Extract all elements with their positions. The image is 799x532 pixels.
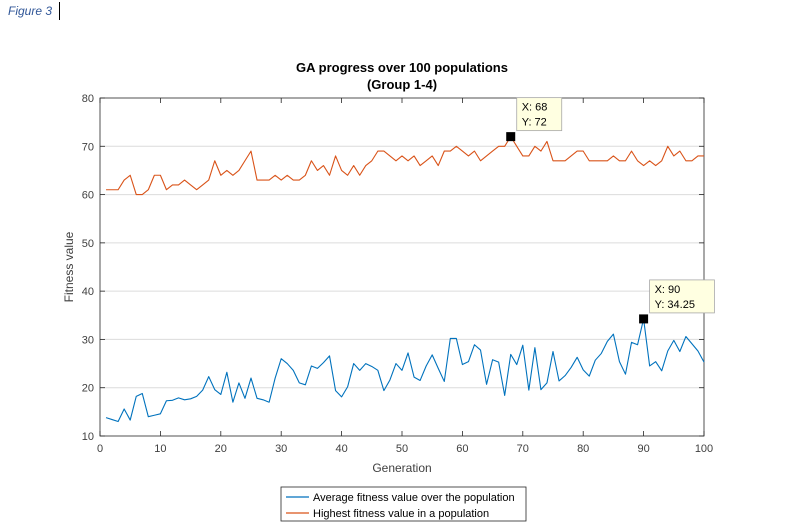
series-line-highest [106, 136, 704, 196]
datatip-box [649, 279, 715, 314]
legend-box [280, 486, 527, 522]
y-tick-label: 40 [82, 286, 94, 298]
x-tick-label: 30 [275, 443, 287, 455]
x-tick-label: 60 [456, 443, 468, 455]
x-tick-label: 20 [215, 443, 227, 455]
datatip-marker [639, 314, 649, 324]
legend-label-highest: Highest fitness value in a population [313, 508, 489, 520]
datatip-x-label: X: 90 [655, 284, 681, 296]
datatip-box [516, 97, 563, 132]
y-tick-label: 50 [82, 238, 94, 250]
chart-subtitle: (Group 1-4) [367, 77, 437, 92]
series-line-average [105, 318, 705, 423]
chart-title: GA progress over 100 populations [296, 60, 508, 75]
series-group [105, 136, 705, 423]
y-tick-label: 70 [82, 141, 94, 153]
datatip-x-label: X: 68 [522, 102, 548, 114]
x-tick-label: 80 [577, 443, 589, 455]
x-tick-label: 40 [335, 443, 347, 455]
plot-area [99, 97, 705, 437]
x-tick-label: 100 [695, 443, 713, 455]
y-tick-label: 80 [82, 93, 94, 105]
legend: Average fitness value over the populatio… [280, 486, 527, 522]
x-tick-label: 0 [97, 443, 103, 455]
y-tick-label: 60 [82, 190, 94, 202]
figure-caption: Figure 3 [8, 4, 53, 18]
grid-lines [100, 145, 704, 389]
datatips: X: 68 Y: 72 X: 90 Y: 34.25 [506, 97, 715, 324]
y-axis-label: Fitness value [62, 231, 76, 302]
datatip-marker [506, 132, 516, 142]
x-axis-label: Generation [372, 461, 431, 475]
x-tick-label: 10 [154, 443, 166, 455]
y-tick-label: 10 [82, 431, 94, 443]
x-tick-label: 50 [396, 443, 408, 455]
datatip-y-label: Y: 34.25 [655, 299, 695, 311]
y-tick-label: 30 [82, 334, 94, 346]
legend-label-average: Average fitness value over the populatio… [313, 492, 515, 504]
x-tick-label: 90 [637, 443, 649, 455]
text-cursor [59, 2, 60, 20]
x-tick-label: 70 [517, 443, 529, 455]
datatip-y-label: Y: 72 [522, 117, 547, 129]
y-tick-label: 20 [82, 383, 94, 395]
